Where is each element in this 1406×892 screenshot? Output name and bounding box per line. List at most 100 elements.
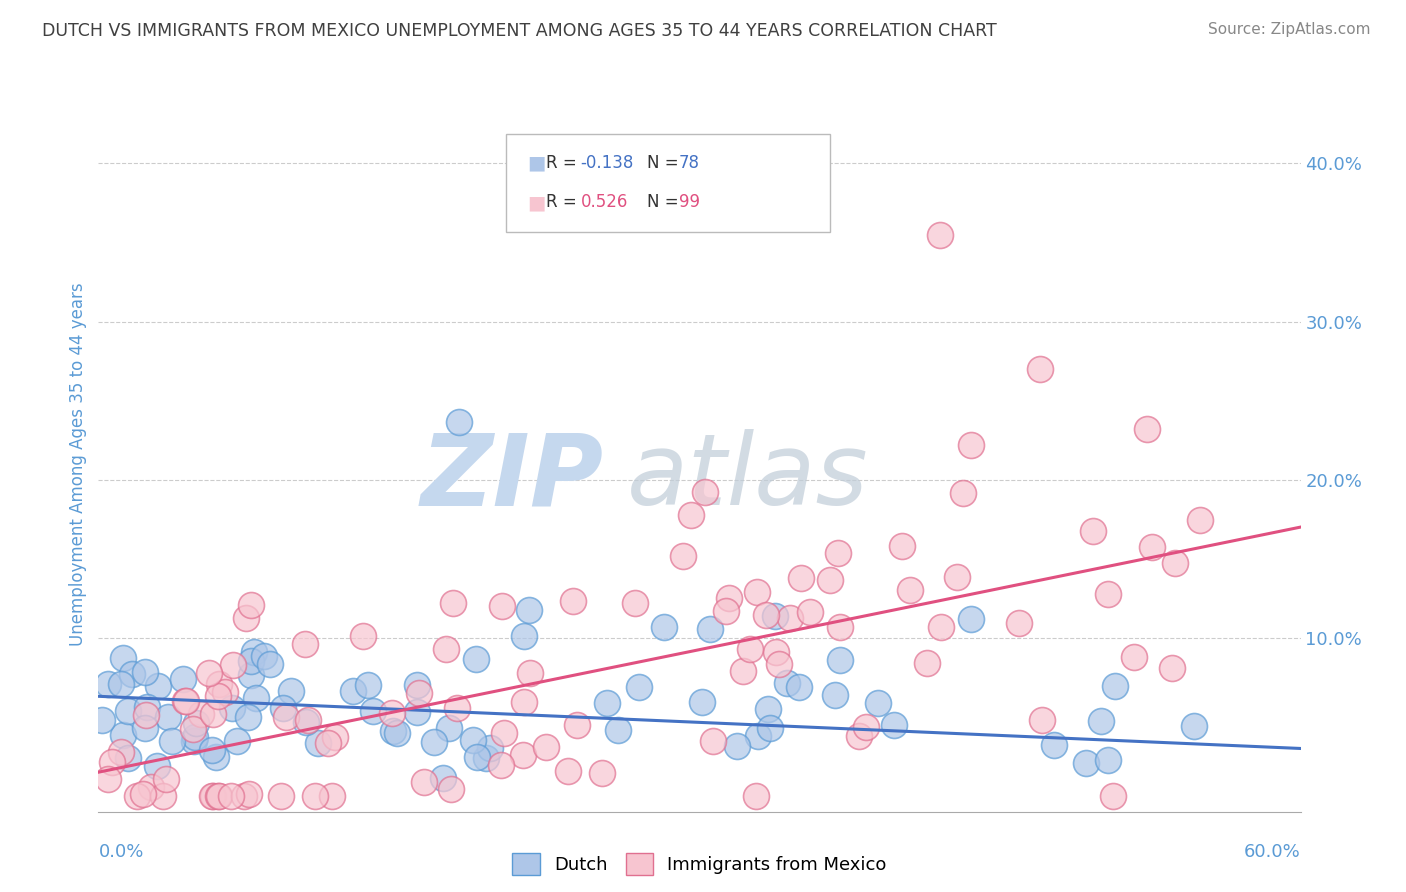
Point bbox=[441, 596, 464, 610]
Point bbox=[1029, 362, 1052, 376]
Point bbox=[567, 717, 589, 731]
Point bbox=[607, 723, 630, 738]
Point bbox=[413, 775, 436, 789]
Legend: Dutch, Immigrants from Mexico: Dutch, Immigrants from Mexico bbox=[505, 847, 894, 883]
Point bbox=[824, 688, 846, 702]
Point bbox=[1188, 513, 1211, 527]
Point bbox=[276, 710, 298, 724]
Point bbox=[117, 751, 139, 765]
Point bbox=[135, 707, 157, 722]
Point bbox=[915, 656, 938, 670]
Text: 60.0%: 60.0% bbox=[1244, 843, 1301, 861]
Point bbox=[307, 736, 329, 750]
Point bbox=[534, 739, 557, 754]
Point bbox=[1182, 719, 1205, 733]
Point bbox=[356, 678, 378, 692]
Point bbox=[139, 780, 162, 795]
Point bbox=[489, 757, 512, 772]
Text: DUTCH VS IMMIGRANTS FROM MEXICO UNEMPLOYMENT AMONG AGES 35 TO 44 YEARS CORRELATI: DUTCH VS IMMIGRANTS FROM MEXICO UNEMPLOY… bbox=[42, 22, 997, 40]
Point bbox=[756, 702, 779, 716]
Point bbox=[952, 485, 974, 500]
Point bbox=[243, 645, 266, 659]
Point bbox=[110, 745, 132, 759]
Point bbox=[596, 696, 619, 710]
Text: 99: 99 bbox=[679, 194, 700, 211]
Point bbox=[155, 772, 177, 786]
Point bbox=[702, 734, 724, 748]
Point bbox=[352, 629, 374, 643]
Point bbox=[1097, 753, 1119, 767]
Point bbox=[148, 679, 170, 693]
Point bbox=[385, 726, 408, 740]
Point bbox=[755, 608, 778, 623]
Point bbox=[946, 570, 969, 584]
Point bbox=[562, 594, 585, 608]
Point bbox=[186, 715, 208, 730]
Point bbox=[718, 591, 741, 605]
Point bbox=[271, 700, 294, 714]
Point bbox=[747, 729, 769, 743]
Text: 0.526: 0.526 bbox=[581, 194, 628, 211]
Point bbox=[513, 695, 536, 709]
Point bbox=[342, 684, 364, 698]
Point bbox=[731, 665, 754, 679]
Point bbox=[1161, 661, 1184, 675]
Text: ■: ■ bbox=[527, 193, 546, 212]
Point bbox=[624, 596, 647, 610]
Point bbox=[492, 726, 515, 740]
Point bbox=[233, 789, 256, 803]
Point bbox=[174, 694, 197, 708]
Point bbox=[295, 714, 318, 729]
Text: ZIP: ZIP bbox=[420, 429, 603, 526]
Point bbox=[207, 689, 229, 703]
Point bbox=[174, 693, 197, 707]
Text: R =: R = bbox=[546, 194, 582, 211]
Point bbox=[827, 546, 849, 560]
Point bbox=[160, 733, 183, 747]
Point bbox=[461, 733, 484, 747]
Point bbox=[1142, 540, 1164, 554]
Point bbox=[202, 789, 225, 803]
Point bbox=[779, 611, 801, 625]
Point bbox=[132, 788, 155, 802]
Point bbox=[868, 697, 890, 711]
Point bbox=[156, 710, 179, 724]
Point bbox=[855, 720, 877, 734]
Point bbox=[117, 704, 139, 718]
Point bbox=[297, 713, 319, 727]
Point bbox=[681, 508, 703, 522]
Point bbox=[280, 683, 302, 698]
Point bbox=[236, 710, 259, 724]
Text: 0.0%: 0.0% bbox=[98, 843, 143, 861]
Point bbox=[239, 654, 262, 668]
Point bbox=[152, 789, 174, 803]
Point bbox=[818, 574, 841, 588]
Point bbox=[200, 789, 222, 803]
Point bbox=[381, 723, 404, 738]
Point bbox=[747, 584, 769, 599]
Point bbox=[1083, 524, 1105, 539]
Point bbox=[112, 728, 135, 742]
Point bbox=[467, 750, 489, 764]
Point bbox=[172, 672, 194, 686]
Text: R =: R = bbox=[546, 154, 582, 172]
Point bbox=[475, 750, 498, 764]
Point bbox=[321, 789, 343, 803]
Point bbox=[898, 582, 921, 597]
Point bbox=[745, 789, 768, 803]
Point bbox=[519, 665, 541, 680]
Point bbox=[408, 685, 430, 699]
Point bbox=[891, 539, 914, 553]
Point bbox=[207, 789, 229, 803]
Point bbox=[765, 645, 787, 659]
Text: ■: ■ bbox=[527, 153, 546, 173]
Point bbox=[198, 666, 221, 681]
Point bbox=[447, 415, 470, 429]
Point bbox=[204, 749, 226, 764]
Point bbox=[304, 789, 326, 803]
Point bbox=[1102, 789, 1125, 803]
Point bbox=[110, 677, 132, 691]
Point bbox=[183, 734, 205, 748]
Point bbox=[799, 605, 821, 619]
Point bbox=[239, 667, 262, 681]
